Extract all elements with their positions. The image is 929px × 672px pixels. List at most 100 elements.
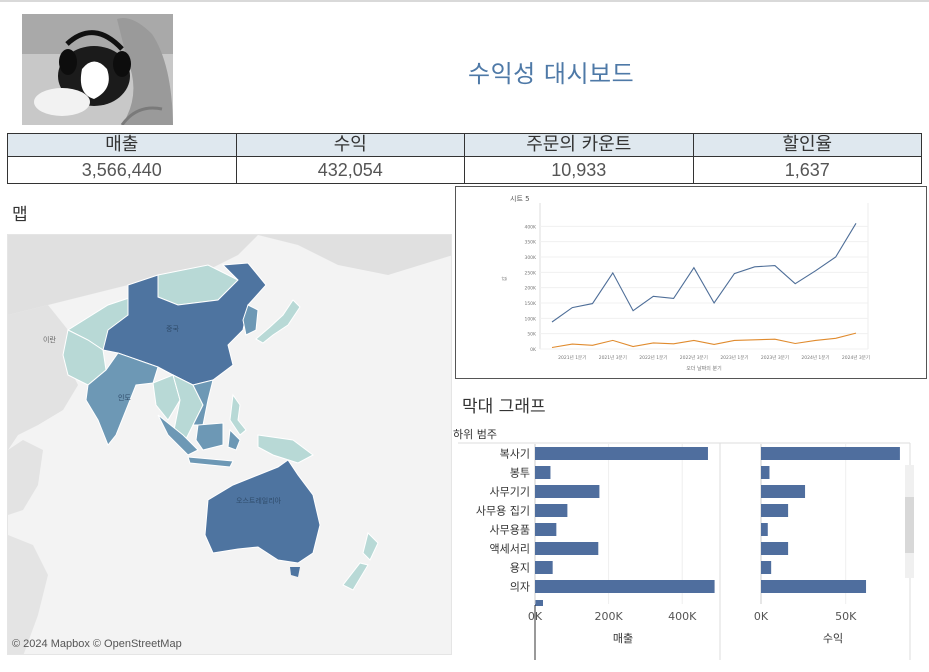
line-series-1 xyxy=(551,332,857,349)
y-tick-label: 100K xyxy=(524,316,537,322)
cat-with-headphones-image xyxy=(22,14,173,125)
x-tick-label: 2023년 1분기 xyxy=(720,354,748,361)
line-chart-sheet[interactable]: 시트 5 0K 50K 100K 150K 200K 250K 300K 350K 400K 값 20… xyxy=(455,186,927,379)
kpi-header: 할인율 xyxy=(693,134,921,157)
x-tick-label: 2024년 1분기 xyxy=(801,354,829,361)
bar-category-label: 사무용 집기 xyxy=(476,505,530,518)
bar-매출-4 xyxy=(535,523,557,536)
land-west xyxy=(8,305,78,450)
kpi-header: 주문의 카운트 xyxy=(465,134,693,157)
bar-수익-7 xyxy=(761,580,867,593)
bar-매출-6 xyxy=(535,561,553,574)
line-series-0 xyxy=(551,223,857,323)
y-tick-label: 200K xyxy=(524,286,537,292)
bar-category-label: 용지 xyxy=(510,562,530,575)
y-tick-label: 350K xyxy=(524,240,537,246)
map-label-india: 인도 xyxy=(118,393,131,402)
land-base xyxy=(8,235,451,315)
bar-수익-6 xyxy=(761,561,772,574)
map-attribution: © 2024 Mapbox © OpenStreetMap xyxy=(12,638,182,650)
bar-tick-label: 50K xyxy=(835,610,857,623)
bar-section-title: 막대 그래프 xyxy=(462,397,546,417)
region-java[interactable] xyxy=(187,456,234,468)
bar-category-label: 복사기 xyxy=(500,448,530,461)
bar-category-label: 액세서리 xyxy=(490,543,530,556)
x-tick-label: 2022년 3분기 xyxy=(680,354,708,361)
region-new-zealand[interactable] xyxy=(342,532,379,591)
y-axis-label: 값 xyxy=(501,276,508,281)
x-tick-label: 2024년 3분기 xyxy=(842,354,870,361)
bar-tick-label: 200K xyxy=(594,610,623,623)
line-chart: 시트 5 0K 50K 100K 150K 200K 250K 300K 350K 400K 값 20… xyxy=(501,195,870,372)
y-tick-label: 400K xyxy=(524,224,537,230)
map-label-iran: 이란 xyxy=(43,335,56,344)
x-axis-label: 오더 날짜의 분기 xyxy=(686,365,721,372)
kpi-order-count: 주문의 카운트 10,933 xyxy=(464,133,694,184)
region-sulawesi[interactable] xyxy=(227,428,241,451)
bar-매출-1 xyxy=(535,466,551,479)
bar-category-label: 의자 xyxy=(510,581,530,594)
region-india[interactable] xyxy=(85,352,159,446)
bar-수익-0 xyxy=(761,447,900,460)
region-korea[interactable] xyxy=(242,304,259,336)
map-section-title: 맵 xyxy=(12,205,28,225)
bar-category-label: 봉투 xyxy=(510,467,530,480)
region-japan[interactable] xyxy=(255,299,301,344)
region-borneo[interactable] xyxy=(195,422,224,451)
y-tick-label: 150K xyxy=(524,301,537,307)
y-tick-label: 50K xyxy=(527,332,537,338)
y-tick-label: 0K xyxy=(530,347,537,353)
region-papua[interactable] xyxy=(257,434,314,464)
region-philippines[interactable] xyxy=(229,393,247,436)
bar-매출-0 xyxy=(535,447,708,460)
kpi-value: 10,933 xyxy=(551,160,607,180)
dashboard-title: 수익성 대시보드 xyxy=(468,60,635,88)
bar-매출-2 xyxy=(535,485,600,498)
y-tick-label: 250K xyxy=(524,270,537,276)
region-myanmar[interactable] xyxy=(152,374,181,421)
bar-수익-3 xyxy=(761,504,789,517)
bar-tick-label: 0K xyxy=(754,610,769,623)
land-africa xyxy=(8,535,48,654)
map-label-australia: 오스트레일리아 xyxy=(236,496,282,505)
kpi-value: 432,054 xyxy=(317,160,383,180)
bar-category-label: 사무용품 xyxy=(490,524,530,537)
kpi-value: 1,637 xyxy=(784,160,830,180)
bar-수익-1 xyxy=(761,466,770,479)
top-divider xyxy=(0,0,929,2)
region-tasmania[interactable] xyxy=(290,567,300,577)
region-china[interactable] xyxy=(102,262,267,386)
kpi-header: 수익 xyxy=(236,134,464,157)
x-tick-label: 2023년 3분기 xyxy=(761,354,789,361)
bar-tick-label: 400K xyxy=(668,610,697,623)
cat-photo xyxy=(22,14,173,125)
region-australia[interactable] xyxy=(204,459,321,564)
bar-수익-5 xyxy=(761,542,789,555)
bar-measure-label: 수익 xyxy=(823,632,843,645)
bar-매출-3 xyxy=(535,504,568,517)
x-tick-label: 2022년 1분기 xyxy=(639,354,667,361)
land-arabia xyxy=(8,440,43,515)
kpi-table: 매출 3,566,440 수익 432,054 주문의 카운트 10,933 할… xyxy=(7,133,922,184)
x-tick-label: 2021년 1분기 xyxy=(558,354,586,361)
bar-overflow-stub xyxy=(535,600,543,606)
y-tick-label: 300K xyxy=(524,255,537,261)
scrollbar-thumb[interactable] xyxy=(905,497,914,553)
bar-수익-2 xyxy=(761,485,806,498)
bar-category-header: 하위 범주 xyxy=(453,427,497,441)
map-view[interactable]: 중국 인도 이란 오스트레일리아 © 2024 Mapbox © OpenStr… xyxy=(7,234,452,655)
line-chart-title: 시트 5 xyxy=(510,195,530,203)
kpi-value: 3,566,440 xyxy=(81,160,162,180)
region-sumatra[interactable] xyxy=(157,414,199,456)
kpi-profit: 수익 432,054 xyxy=(235,133,465,184)
kpi-header: 매출 xyxy=(8,134,236,157)
kpi-discount: 할인율 1,637 xyxy=(692,133,922,184)
map-canvas: 중국 인도 이란 오스트레일리아 xyxy=(8,235,451,654)
bar-매출-5 xyxy=(535,542,599,555)
x-tick-label: 2021년 3분기 xyxy=(599,354,627,361)
bar-category-label: 사무기기 xyxy=(490,486,530,499)
bar-수익-4 xyxy=(761,523,768,536)
kpi-sales: 매출 3,566,440 xyxy=(7,133,237,184)
